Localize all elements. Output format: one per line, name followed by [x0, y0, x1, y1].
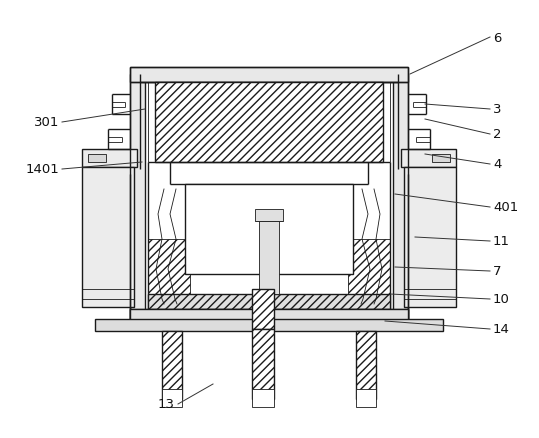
Bar: [155, 83, 383, 162]
Bar: [185, 184, 353, 274]
Text: 301: 301: [33, 116, 59, 129]
Text: 1401: 1401: [25, 163, 59, 176]
Text: 13: 13: [158, 398, 175, 410]
Bar: [130, 309, 408, 322]
Text: 4: 4: [493, 158, 501, 171]
Bar: [130, 68, 408, 83]
Bar: [348, 240, 390, 309]
Text: 3: 3: [493, 103, 501, 116]
Text: 11: 11: [493, 235, 510, 248]
Bar: [401, 150, 456, 168]
Bar: [255, 209, 283, 222]
Bar: [393, 75, 408, 322]
Bar: [356, 389, 376, 407]
Bar: [252, 290, 274, 329]
Bar: [82, 150, 137, 168]
Text: 6: 6: [493, 32, 501, 44]
Bar: [162, 331, 182, 399]
Bar: [404, 168, 456, 307]
Text: 10: 10: [493, 293, 510, 306]
Bar: [88, 155, 106, 162]
Bar: [252, 389, 274, 407]
Bar: [162, 389, 182, 407]
Bar: [356, 331, 376, 399]
Bar: [432, 155, 450, 162]
Bar: [252, 329, 274, 399]
Text: 7: 7: [493, 265, 501, 278]
Text: 2: 2: [493, 128, 501, 141]
Bar: [130, 75, 145, 322]
Text: 14: 14: [493, 323, 510, 336]
Bar: [95, 319, 443, 331]
Bar: [148, 294, 390, 309]
Bar: [82, 168, 134, 307]
Bar: [259, 222, 279, 294]
Text: 401: 401: [493, 201, 519, 214]
Bar: [148, 240, 190, 309]
Bar: [130, 309, 408, 322]
